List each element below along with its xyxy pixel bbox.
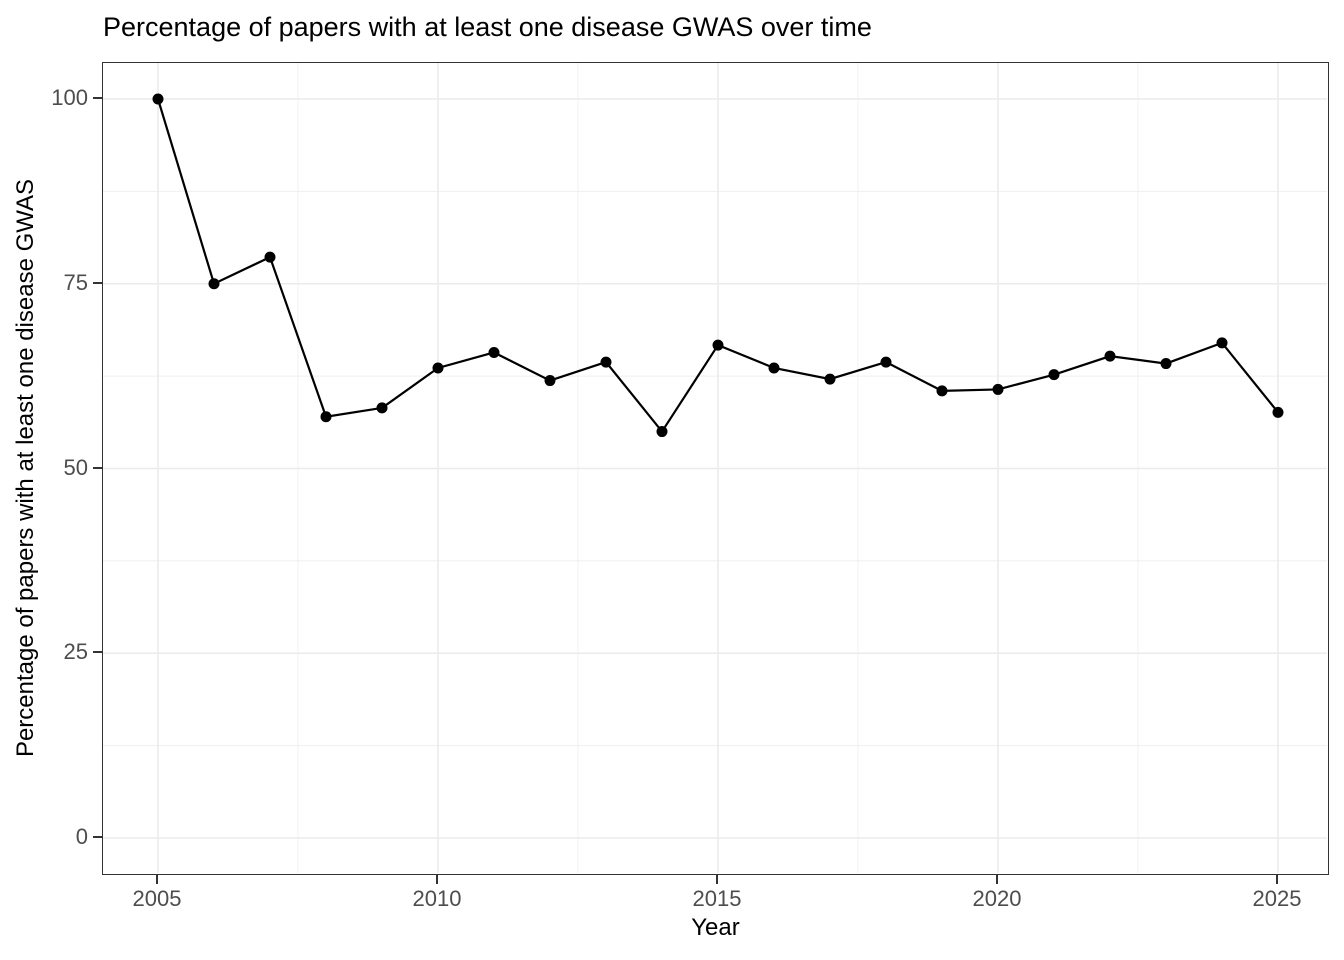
- plot-panel: [102, 62, 1329, 875]
- x-tick-mark: [1276, 875, 1278, 884]
- y-axis-title: Percentage of papers with at least one d…: [12, 178, 39, 758]
- data-point-2013: [600, 356, 612, 368]
- chart-title: Percentage of papers with at least one d…: [103, 12, 872, 42]
- data-point-2014: [656, 426, 668, 438]
- x-axis-title: Year: [691, 914, 740, 941]
- data-point-2007: [264, 251, 276, 263]
- data-point-2011: [488, 346, 500, 358]
- data-point-2012: [544, 375, 556, 387]
- x-tick-label: 2020: [972, 886, 1022, 911]
- y-tick-label: 75: [63, 269, 88, 295]
- x-tick-mark: [156, 875, 158, 884]
- data-point-2015: [712, 339, 724, 351]
- x-tick-label: 2025: [1252, 886, 1302, 911]
- data-point-2020: [992, 383, 1004, 395]
- x-tick-label: 2015: [692, 886, 742, 911]
- data-point-2006: [208, 278, 220, 290]
- data-point-2023: [1160, 358, 1172, 370]
- x-tick-mark: [716, 875, 718, 884]
- data-point-2016: [768, 362, 780, 374]
- x-tick-label: 2005: [132, 886, 182, 911]
- data-point-2024: [1216, 337, 1228, 349]
- x-tick-label: 2010: [412, 886, 462, 911]
- x-tick-mark: [436, 875, 438, 884]
- y-tick-mark: [93, 97, 102, 99]
- y-tick-mark: [93, 281, 102, 284]
- data-point-2018: [880, 356, 892, 368]
- data-point-2009: [376, 402, 388, 414]
- x-tick-mark: [996, 875, 998, 884]
- y-tick-mark: [93, 651, 102, 654]
- y-tick-label: 50: [63, 454, 88, 480]
- data-point-2022: [1104, 350, 1116, 362]
- data-point-2019: [936, 385, 948, 397]
- y-tick-label: 25: [63, 639, 88, 665]
- y-tick-mark: [93, 836, 102, 838]
- line-chart-svg: [103, 63, 1327, 873]
- y-tick-label: 100: [51, 85, 88, 110]
- data-point-2005: [152, 93, 164, 105]
- data-point-2021: [1048, 369, 1060, 381]
- data-point-2008: [320, 411, 332, 423]
- data-point-2017: [824, 373, 836, 385]
- y-tick-label: 0: [75, 824, 88, 849]
- data-point-2025: [1272, 406, 1284, 418]
- y-tick-mark: [93, 466, 102, 469]
- data-point-2010: [432, 362, 444, 374]
